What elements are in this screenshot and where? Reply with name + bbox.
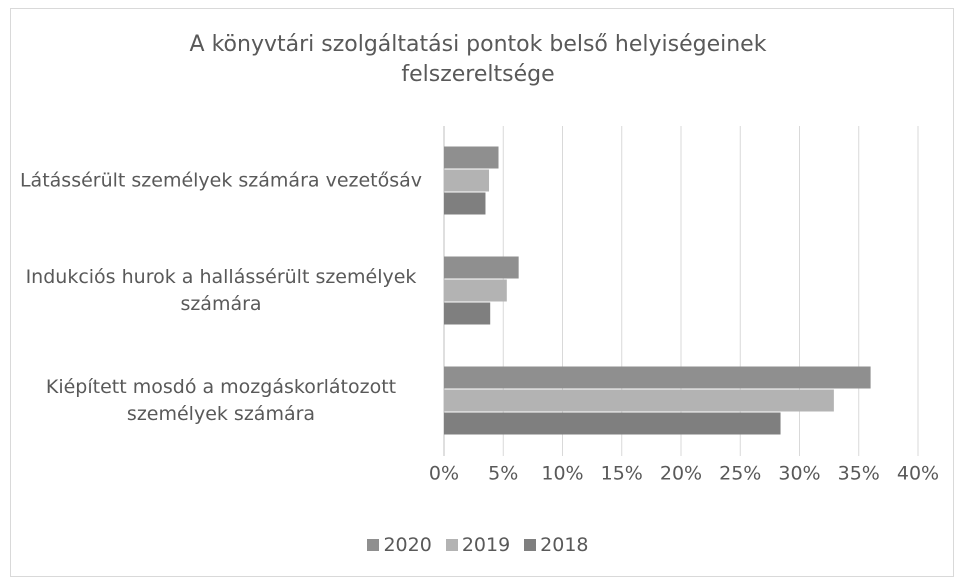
legend-item: 2020 — [367, 534, 432, 556]
bar — [444, 366, 871, 389]
x-tick-label: 20% — [660, 463, 702, 485]
legend-swatch — [445, 539, 458, 551]
bar — [444, 146, 499, 169]
x-tick-label: 35% — [838, 463, 880, 485]
bar — [444, 389, 834, 412]
legend-item: 2019 — [445, 534, 511, 556]
bar — [444, 192, 486, 215]
legend-swatch — [367, 539, 380, 551]
x-tick-label: 40% — [897, 463, 939, 485]
chart-title: A könyvtári szolgáltatási pontok belső h… — [189, 32, 767, 87]
x-tick-label: 0% — [429, 463, 459, 485]
x-tick-label: 25% — [719, 463, 761, 485]
chart-frame — [10, 8, 954, 577]
legend-label: 2018 — [540, 534, 589, 556]
legend-item: 2018 — [524, 534, 589, 556]
x-tick-label: 5% — [488, 463, 518, 485]
bar — [444, 412, 781, 435]
legend-label: 2019 — [461, 534, 511, 556]
bar — [444, 279, 507, 302]
x-tick-label: 10% — [541, 463, 583, 485]
category-label: Kiépített mosdó a mozgáskorlátozott szem… — [45, 376, 397, 425]
legend-label: 2020 — [383, 534, 432, 556]
category-label: Indukciós hurok a hallássérült személyek… — [25, 266, 417, 315]
bar — [444, 302, 491, 325]
x-tick-label: 15% — [601, 463, 643, 485]
x-tick-label: 30% — [778, 463, 820, 485]
legend-swatch — [524, 539, 537, 551]
bar — [444, 256, 519, 279]
category-label: Látássérült személyek számára vezetősáv — [19, 169, 423, 192]
legend: 2020 2019 2018 — [0, 534, 956, 556]
bar — [444, 169, 490, 192]
